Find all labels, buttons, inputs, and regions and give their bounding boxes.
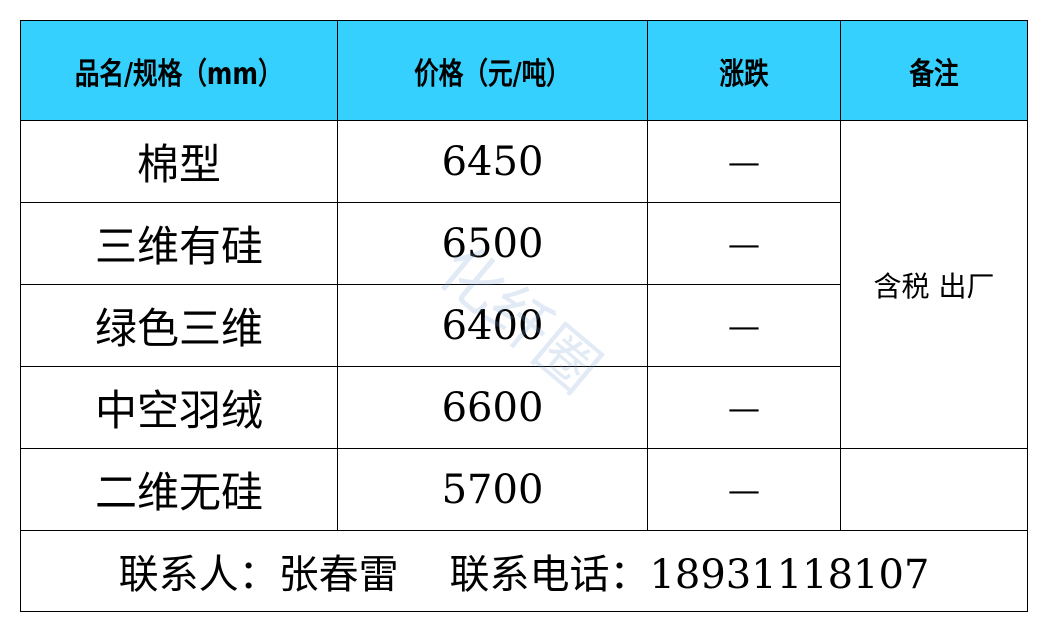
note-merged-cell: 含税 出厂 — [841, 121, 1027, 449]
price-cell: 6500 — [338, 203, 648, 285]
header-note: 备注 — [841, 21, 1027, 121]
header-change-text: 涨跌 — [719, 56, 769, 92]
price-cell: 6450 — [338, 121, 648, 203]
header-name-text: 品名/规格（mm） — [75, 56, 283, 92]
header-name: 品名/规格（mm） — [21, 21, 338, 121]
contact-footer: 联系人：张春雷 联系电话：18931118107 — [118, 552, 930, 598]
header-price-text: 价格（元/吨） — [414, 56, 571, 92]
header-note-text: 备注 — [909, 56, 959, 92]
product-name-cell: 三维有硅 — [21, 203, 338, 285]
product-name-cell: 二维无硅 — [21, 449, 338, 531]
change-cell: — — [648, 121, 841, 203]
change-cell: — — [648, 285, 841, 367]
change-cell: — — [648, 203, 841, 285]
product-name-cell: 绿色三维 — [21, 285, 338, 367]
change-cell: — — [648, 367, 841, 449]
product-name-cell: 棉型 — [21, 121, 338, 203]
price-cell: 5700 — [338, 449, 648, 531]
product-name-cell: 中空羽绒 — [21, 367, 338, 449]
price-cell: 6400 — [338, 285, 648, 367]
note-last-cell — [841, 449, 1027, 531]
price-table: 品名/规格（mm） 价格（元/吨） 涨跌 备注 棉型 6450— 三维有硅 6500—… — [20, 20, 1028, 612]
change-cell: — — [648, 449, 841, 531]
header-price: 价格（元/吨） — [338, 21, 648, 121]
price-cell: 6600 — [338, 367, 648, 449]
header-change: 涨跌 — [648, 21, 841, 121]
